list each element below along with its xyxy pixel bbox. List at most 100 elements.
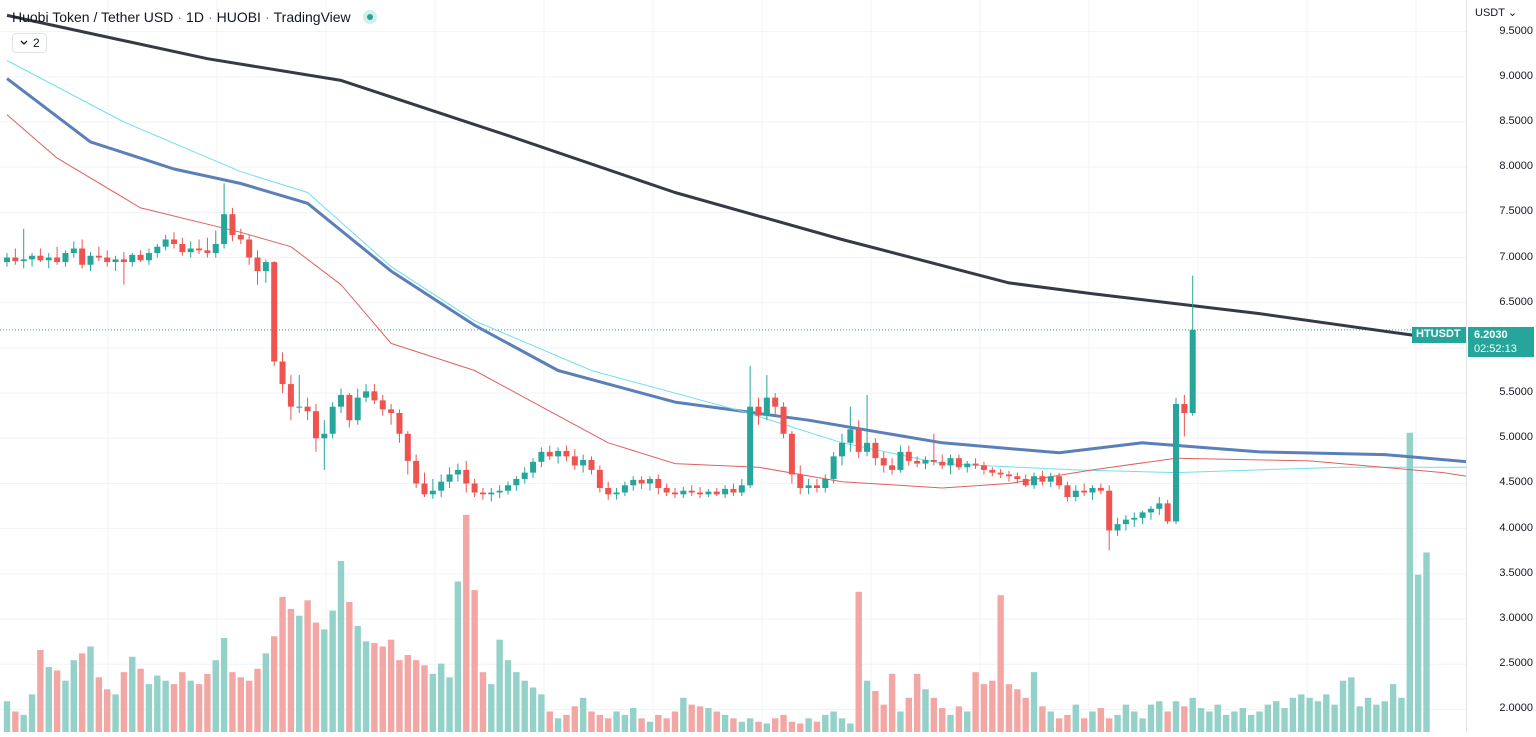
candle-body [287,384,294,407]
volume-bar [120,672,128,732]
candle-body [221,214,228,244]
volume-bar [630,708,637,732]
volume-bar [237,677,244,732]
candle-body [964,463,971,468]
currency-label: USDT [1475,7,1505,19]
candle-body [513,478,520,486]
volume-bar [20,714,27,732]
candle-body [571,456,578,466]
volume-bar [387,639,395,732]
candle-body [722,488,729,495]
volume-bar [930,697,938,732]
volume-bar [454,581,462,732]
symbol-price-label: HTUSDT [1412,327,1466,343]
volume-bar [763,723,771,732]
candle-body [404,433,411,461]
volume-bar [1314,701,1322,732]
volume-bar [1298,694,1305,732]
candle-body [738,485,745,493]
candle-body [1014,476,1021,479]
volume-bar [888,673,896,732]
volume-bar [529,687,537,732]
candle-body [129,254,136,263]
candle-body [914,460,921,464]
candle-body [62,253,69,263]
price-axis[interactable]: USDT ⌄ 2.0000 2.5000 3.0000 3.5000 4.0000 4.5… [1466,0,1536,732]
price-tick-label: 2.5000 [1499,657,1533,670]
interval-label[interactable]: 1D [186,9,204,25]
volume-bar [287,608,295,732]
volume-bar [1256,711,1263,732]
candle-body [229,214,236,235]
candle-body [388,409,395,413]
candle-body [271,262,278,362]
candle-body [1089,488,1096,493]
volume-bar [1273,701,1280,732]
candle-body [646,478,653,484]
candle-body [1081,490,1088,493]
volume-bar [1289,697,1297,732]
volume-bar [546,711,553,732]
candle-body [596,469,603,488]
volume-bar [471,590,478,732]
candle-body [788,433,795,475]
candle-body [830,456,837,479]
indicators-collapse-button[interactable]: 2 [12,33,47,53]
symbol-label: HTUSDT [1416,328,1461,340]
candle-body [705,491,712,495]
source-label: TradingView [273,9,351,25]
candle-body [312,411,319,439]
chevron-down-icon [20,40,28,45]
candle-body [621,485,628,493]
candle-body [45,257,52,261]
volume-bar [705,708,712,732]
volume-bar [680,697,687,732]
volume-bar [588,711,595,732]
candle-body [54,257,61,263]
volume-bar [730,718,737,732]
volume-bar [1364,697,1372,732]
candle-body [546,451,553,457]
candle-body [1181,403,1188,413]
volume-bar [1406,432,1413,732]
volume-bar [688,704,695,732]
volume-bar [663,718,670,732]
market-status-icon[interactable] [362,10,377,24]
price-tick-label: 9.0000 [1499,69,1533,82]
candle-body [1047,476,1054,482]
candle-body [839,442,845,457]
volume-bar [212,660,219,732]
candle-body [780,406,787,434]
volume-bar [538,694,545,732]
legend-separator: · [207,9,213,25]
volume-bar [70,660,77,732]
volume-bar [1389,684,1397,732]
candle-body [396,412,403,434]
candle-body [530,461,537,473]
candle-body [1122,519,1129,525]
candle-body [304,406,311,412]
currency-selector[interactable]: USDT ⌄ [1475,6,1517,19]
candle-body [145,253,152,261]
volume-bar [1339,680,1347,732]
volume-bar [170,684,178,732]
candle-body [755,406,762,416]
candle-body [112,259,119,263]
candle-body [588,459,595,470]
volume-bar [329,610,336,732]
candle-body [237,234,244,240]
candle-body [1139,512,1146,518]
volume-bar [28,694,36,732]
volume-bar [379,646,386,732]
candle-body [880,458,887,466]
volume-bar [1172,701,1180,732]
candle-body [246,239,253,258]
price-tick-label: 7.0000 [1499,250,1533,263]
candle-body [379,400,386,410]
volume-bar [638,718,645,732]
symbol-name[interactable]: Huobi Token / Tether USD [12,9,174,25]
volume-bar [1022,697,1029,732]
volume-bar [1080,718,1088,732]
